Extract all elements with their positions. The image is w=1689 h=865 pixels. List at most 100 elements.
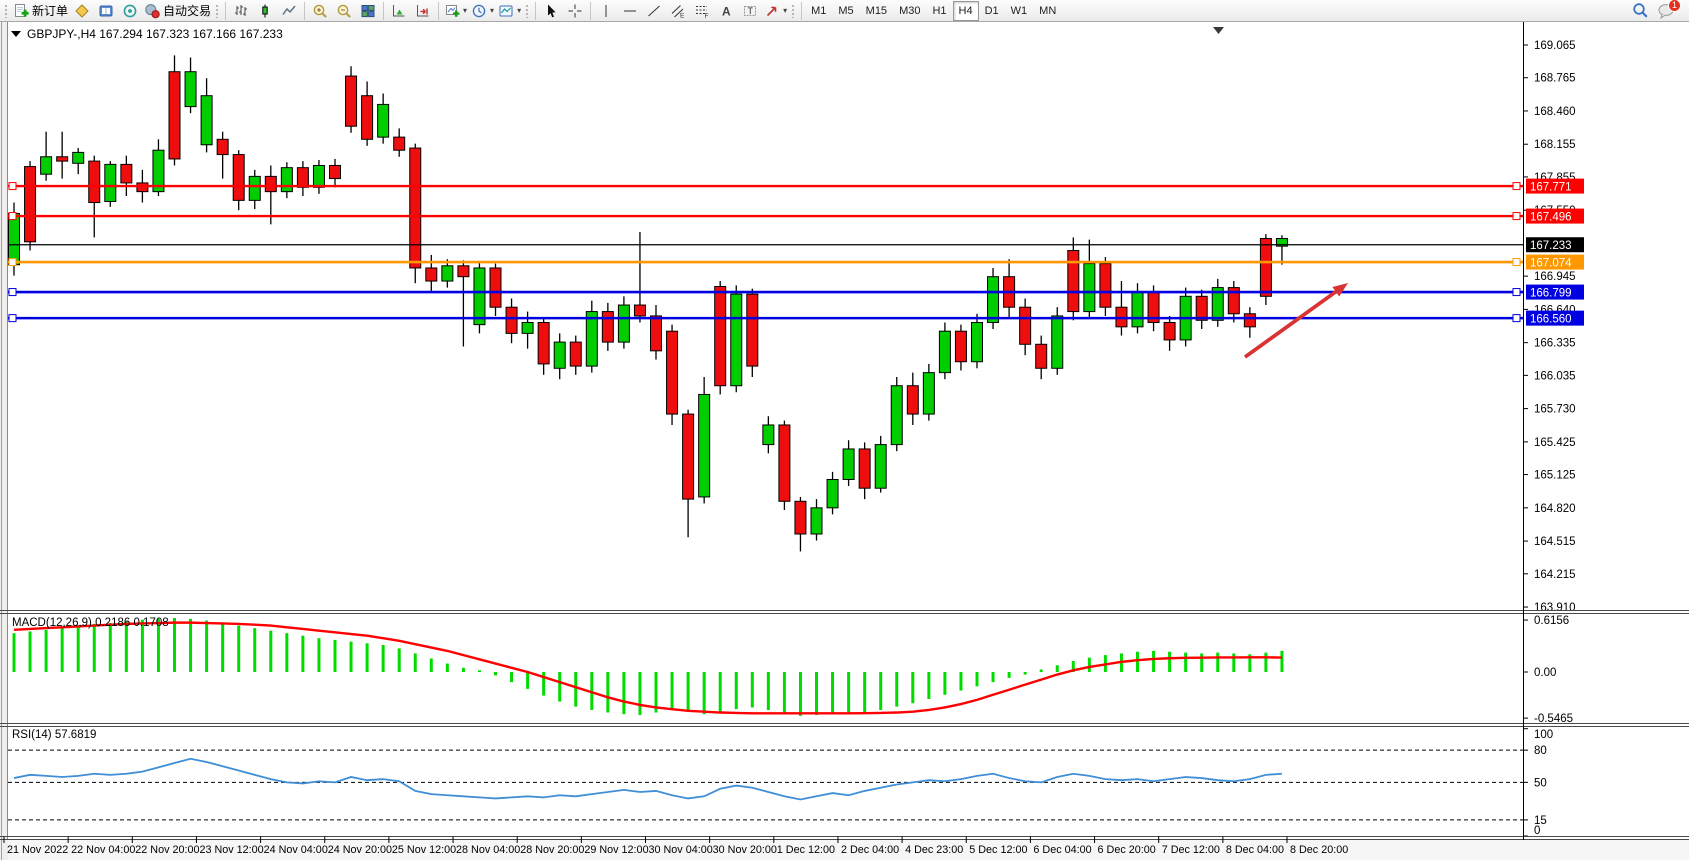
bull-candle [441, 265, 454, 282]
hline-object-166.560[interactable]: 166.560 [8, 310, 1584, 326]
timeframe-w1[interactable]: W1 [1010, 4, 1028, 17]
bar-chart-mode-button[interactable] [229, 1, 253, 21]
bear-candle [329, 164, 341, 180]
toolbar-grip[interactable] [525, 3, 531, 18]
trendline-tool-button[interactable] [642, 1, 666, 21]
line-handle[interactable] [8, 288, 17, 297]
timeframe-h1[interactable]: H1 [932, 4, 947, 17]
price-chart[interactable]: 169.065168.765168.460168.155167.855167.5… [0, 22, 1689, 860]
trend-arrow[interactable] [1243, 283, 1348, 359]
channel-tool-button[interactable]: E [666, 1, 690, 21]
line-chart-mode-button[interactable] [277, 1, 301, 21]
cursor-tool-button[interactable] [539, 1, 563, 21]
price-axis: 169.065168.765168.460168.155167.855167.5… [1523, 40, 1576, 614]
tile-windows-button[interactable] [356, 1, 380, 21]
hline-tool-button[interactable] [618, 1, 642, 21]
timeframe-h4[interactable]: H4 [952, 0, 979, 21]
chart-window[interactable]: 169.065168.765168.460168.155167.855167.5… [0, 22, 1689, 860]
price-badge-label: 166.560 [1530, 313, 1572, 325]
separator [535, 1, 537, 20]
dropdown-caret: ▾ [490, 5, 495, 15]
symbol-ohlc-label: GBPJPY-,H4 167.294 167.323 167.166 167.2… [27, 27, 283, 41]
bull-candle [184, 71, 197, 108]
rsi-axis-label: 0 [1534, 825, 1540, 837]
hline-object-167.074[interactable]: 167.074 [8, 254, 1584, 270]
fibonacci-tool-button[interactable]: F [690, 1, 714, 21]
chart-shift-marker[interactable] [1213, 27, 1224, 34]
chart-shift-icon [417, 4, 429, 16]
market-watch-button[interactable] [94, 1, 118, 21]
symbol-dropdown-icon[interactable] [11, 31, 21, 37]
text-tool-button[interactable]: A [714, 1, 738, 21]
new-order-button[interactable]: 新订单 [11, 1, 70, 21]
separator [801, 1, 803, 20]
timeframe-m1[interactable]: M1 [811, 4, 827, 17]
crosshair-tool-button[interactable] [563, 1, 587, 21]
line-handle[interactable] [1512, 182, 1521, 191]
bull-candle [200, 95, 213, 146]
bear-candle [425, 267, 438, 282]
bull-candle [698, 393, 711, 498]
toolbar-grip[interactable] [791, 3, 797, 18]
line-handle[interactable] [1512, 258, 1521, 267]
timeframe-d1[interactable]: D1 [984, 4, 999, 17]
period-button[interactable]: ▾ [469, 1, 496, 21]
chart-shift-button[interactable] [411, 1, 435, 21]
line-handle[interactable] [8, 314, 17, 323]
price-tick-label: 166.945 [1534, 271, 1576, 283]
bull-candle [987, 276, 1000, 323]
bear-candle [264, 175, 277, 193]
bear-candle [666, 330, 679, 415]
price-badge [1526, 310, 1584, 326]
autotrade-button[interactable]: 自动交易 [142, 1, 213, 21]
zoom-in-button[interactable] [308, 1, 332, 21]
search-icon[interactable] [1632, 2, 1649, 19]
hline-object-167.496[interactable]: 167.496 [8, 208, 1584, 224]
rsi-panel: RSI(14) 57.6819 100 80 50 150 [8, 728, 1553, 837]
bull-candle [553, 341, 566, 369]
line-handle[interactable] [1512, 212, 1521, 221]
candlestick-mode-button[interactable] [253, 1, 277, 21]
line-handle[interactable] [8, 258, 17, 267]
bear-candle [505, 306, 518, 334]
zoom-out-button[interactable] [332, 1, 356, 21]
hline-object-167.771[interactable]: 167.771 [8, 178, 1584, 194]
bear-candle [858, 448, 871, 489]
separator [438, 1, 440, 20]
timeframe-m30[interactable]: M30 [899, 4, 921, 17]
separator [590, 1, 592, 20]
label-tool-button[interactable]: T [738, 1, 762, 21]
vline-tool-button[interactable] [594, 1, 618, 21]
rsi-axis-label: 80 [1534, 745, 1547, 757]
hline-object-166.799[interactable]: 166.799 [8, 284, 1584, 300]
line-handle[interactable] [8, 212, 17, 221]
candlestick-series [8, 55, 1288, 552]
toolbar-grip[interactable] [4, 3, 9, 18]
new-chart-icon [446, 4, 460, 17]
line-handle[interactable] [1512, 288, 1521, 297]
bear-candle [393, 136, 406, 151]
bull-candle [377, 103, 390, 138]
time-tick-label: 1 Dec 12:00 [777, 844, 835, 856]
line-handle[interactable] [1512, 314, 1521, 323]
arrows-tool-button[interactable]: ▾ [762, 1, 789, 21]
toolbar-grip[interactable] [215, 3, 221, 18]
new-chart-button[interactable]: ▾ [442, 1, 469, 21]
timeframe-m15[interactable]: M15 [865, 4, 888, 17]
time-tick-label: 8 Dec 04:00 [1226, 844, 1284, 856]
signal-icon [123, 4, 137, 17]
line-handle[interactable] [8, 182, 17, 191]
history-center-button[interactable] [70, 1, 94, 21]
price-tick-label: 168.765 [1534, 73, 1576, 85]
signals-button[interactable] [118, 1, 142, 21]
price-badge-label: 167.233 [1530, 240, 1572, 252]
auto-scroll-button[interactable] [387, 1, 411, 21]
rsi-axis-label: 50 [1534, 777, 1547, 789]
template-button[interactable]: ▾ [496, 1, 523, 21]
timeframe-mn[interactable]: MN [1039, 4, 1057, 17]
time-tick-label: 6 Dec 04:00 [1033, 844, 1091, 856]
svg-text:T: T [748, 6, 754, 16]
notifications-button[interactable]: 1 [1657, 0, 1681, 20]
bear-candle [714, 286, 727, 387]
timeframe-m5[interactable]: M5 [838, 4, 854, 17]
